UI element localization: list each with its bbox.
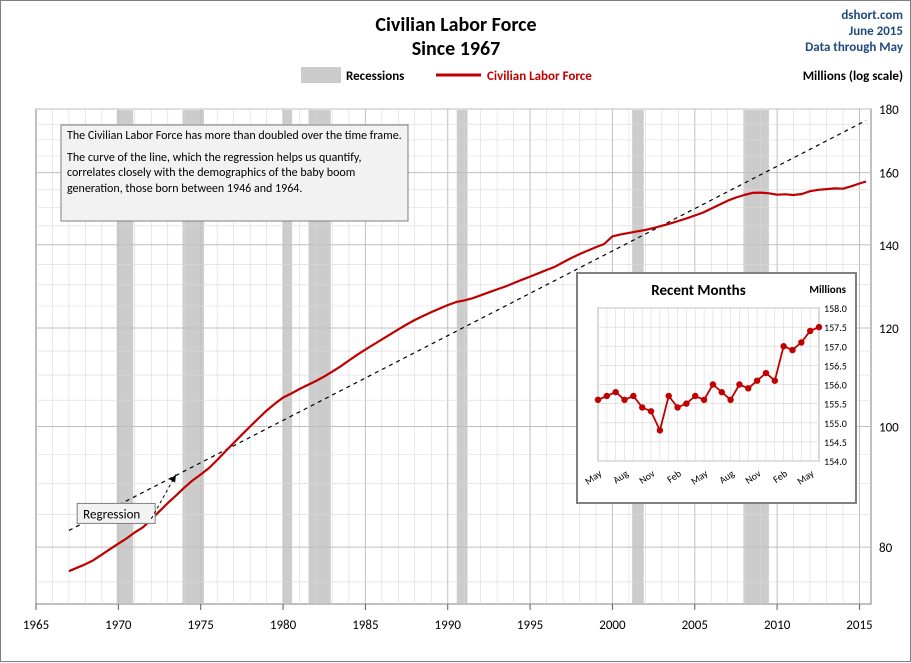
chart-coverage: Data through May <box>805 40 904 55</box>
inset-ylabel: Millions <box>809 283 846 296</box>
legend-recession-label: Recessions <box>346 69 404 84</box>
x-tick-label: 2010 <box>764 618 791 633</box>
inset-y-tick: 154.5 <box>824 436 847 449</box>
recession-band <box>457 110 468 603</box>
inset-marker <box>630 393 636 399</box>
inset-marker <box>763 370 769 376</box>
inset-y-tick: 156.5 <box>824 359 847 372</box>
inset-marker <box>692 393 698 399</box>
y-tick-label: 180 <box>879 103 899 118</box>
x-tick-label: 2015 <box>846 618 872 633</box>
inset-marker <box>816 324 822 330</box>
inset-marker <box>772 377 778 383</box>
x-tick-label: 1970 <box>105 618 132 633</box>
inset-y-tick: 157.0 <box>824 340 847 353</box>
inset-marker <box>657 427 663 433</box>
y-tick-label: 140 <box>879 239 899 254</box>
regression-label: Regression <box>83 507 140 522</box>
annotation-p2: The curve of the line, which the regress… <box>67 151 402 198</box>
inset-y-tick: 156.0 <box>824 379 847 392</box>
chart-title-2: Since 1967 <box>412 37 501 61</box>
annotation-p1: The Civilian Labor Force has more than d… <box>67 129 402 145</box>
x-tick-label: 1995 <box>517 618 543 633</box>
inset-marker <box>621 397 627 403</box>
x-tick-label: 1990 <box>435 618 462 633</box>
inset-marker <box>745 385 751 391</box>
inset-marker <box>727 397 733 403</box>
inset-marker <box>736 381 742 387</box>
chart-source: dshort.com <box>841 8 903 23</box>
inset-marker <box>807 328 813 334</box>
inset-marker <box>780 343 786 349</box>
x-tick-label: 1975 <box>188 618 214 633</box>
y-tick-label: 160 <box>879 167 899 182</box>
inset-marker <box>612 389 618 395</box>
inset-marker <box>719 389 725 395</box>
y-tick-label: 80 <box>879 541 893 556</box>
inset-marker <box>710 381 716 387</box>
x-tick-label: 2005 <box>682 618 708 633</box>
inset-marker <box>648 408 654 414</box>
inset-marker <box>666 393 672 399</box>
inset-y-tick: 155.0 <box>824 417 847 430</box>
inset-marker <box>701 397 707 403</box>
inset-marker <box>639 404 645 410</box>
inset-marker <box>683 400 689 406</box>
inset-marker <box>604 393 610 399</box>
x-tick-label: 1965 <box>23 618 49 633</box>
inset-y-tick: 158.0 <box>824 302 847 315</box>
inset-y-tick: 154.0 <box>824 455 847 468</box>
inset-marker <box>798 339 804 345</box>
x-tick-label: 1985 <box>352 618 378 633</box>
chart-date: June 2015 <box>849 24 903 39</box>
labor-force-chart: Civilian Labor ForceSince 1967dshort.com… <box>1 1 911 663</box>
legend-series-label: Civilian Labor Force <box>487 69 592 84</box>
chart-title-1: Civilian Labor Force <box>375 13 536 37</box>
inset-marker <box>789 347 795 353</box>
inset-y-tick: 157.5 <box>824 321 847 334</box>
inset-marker <box>754 377 760 383</box>
inset-title: Recent Months <box>651 282 745 300</box>
x-tick-label: 1980 <box>270 618 297 633</box>
y-axis-title: Millions (log scale) <box>803 69 903 84</box>
y-tick-label: 120 <box>879 322 899 337</box>
inset-y-tick: 155.5 <box>824 398 847 411</box>
inset-marker <box>674 404 680 410</box>
x-tick-label: 2000 <box>599 618 626 633</box>
inset-marker <box>595 397 601 403</box>
legend-recession-swatch <box>301 67 341 83</box>
y-tick-label: 100 <box>879 421 899 436</box>
